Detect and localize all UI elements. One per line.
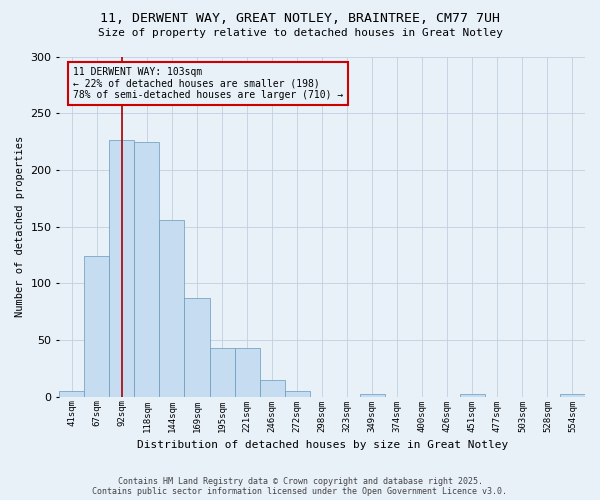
Bar (235, 348, 260, 397)
Bar (109, 140, 134, 396)
X-axis label: Distribution of detached houses by size in Great Notley: Distribution of detached houses by size … (137, 440, 508, 450)
Bar (460, 394, 485, 396)
Text: 11 DERWENT WAY: 103sqm
← 22% of detached houses are smaller (198)
78% of semi-de: 11 DERWENT WAY: 103sqm ← 22% of detached… (73, 66, 343, 100)
Bar (184, 298, 209, 396)
Text: Contains HM Land Registry data © Crown copyright and database right 2025.: Contains HM Land Registry data © Crown c… (118, 477, 482, 486)
Bar (209, 348, 235, 397)
Y-axis label: Number of detached properties: Number of detached properties (15, 136, 25, 317)
Bar (85, 256, 109, 396)
Bar (59, 391, 85, 396)
Text: Size of property relative to detached houses in Great Notley: Size of property relative to detached ho… (97, 28, 503, 38)
Bar (260, 380, 284, 396)
Bar (360, 394, 385, 396)
Bar (560, 394, 585, 396)
Bar (284, 391, 310, 396)
Bar (134, 142, 160, 396)
Text: 11, DERWENT WAY, GREAT NOTLEY, BRAINTREE, CM77 7UH: 11, DERWENT WAY, GREAT NOTLEY, BRAINTREE… (100, 12, 500, 26)
Text: Contains public sector information licensed under the Open Government Licence v3: Contains public sector information licen… (92, 487, 508, 496)
Bar (160, 220, 184, 396)
